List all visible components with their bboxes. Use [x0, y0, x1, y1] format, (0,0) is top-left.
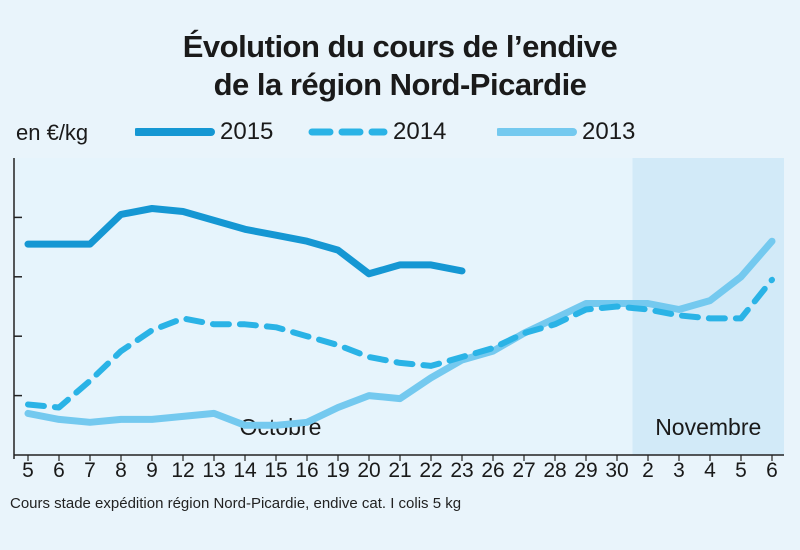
series-line-2014: [25, 276, 775, 411]
x-tick-label: 28: [543, 459, 566, 482]
x-tick-label: 6: [766, 459, 778, 482]
legend-label-2013: 2013: [582, 118, 636, 145]
x-tick-label: 8: [115, 459, 127, 482]
x-tick-label: 3: [673, 459, 685, 482]
title-line-2: de la région Nord-Picardie: [213, 67, 587, 102]
month-label-novembre: Novembre: [655, 414, 761, 440]
legend-entry-2013: 2013: [497, 118, 647, 148]
x-tick-label: 30: [605, 459, 628, 482]
x-tick-label: 4: [704, 459, 716, 482]
series-line-2013: [24, 237, 776, 429]
x-tick-label: 5: [22, 459, 34, 482]
legend-label-2015: 2015: [220, 118, 274, 145]
series-line-2015: [24, 205, 466, 278]
y-unit-label: en €/kg: [16, 120, 89, 145]
x-tick-label: 6: [53, 459, 65, 482]
x-tick-label: 27: [512, 459, 535, 482]
legend-swatch-2015: [135, 128, 215, 136]
x-tick-label: 29: [574, 459, 597, 482]
legend-swatch-2013: [497, 128, 577, 136]
legend-swatch-2014: [308, 128, 388, 136]
x-tick-label: 16: [295, 459, 318, 482]
x-tick-label: 9: [146, 459, 158, 482]
chart-title: Évolution du cours de l’endive de la rég…: [0, 28, 800, 104]
x-tick-label: 14: [233, 459, 257, 482]
legend-entry-2015: 2015: [135, 118, 285, 148]
x-tick-label: 23: [450, 459, 473, 482]
x-tick-label: 13: [202, 459, 225, 482]
x-tick-label: 26: [481, 459, 504, 482]
x-tick-label: 15: [264, 459, 287, 482]
x-tick-label: 7: [84, 459, 96, 482]
x-tick-label: 2: [642, 459, 654, 482]
x-tick-label: 22: [419, 459, 442, 482]
legend-label-2014: 2014: [393, 118, 447, 145]
x-tick-label: 20: [357, 459, 380, 482]
x-tick-label: 5: [735, 459, 747, 482]
legend-entry-2014: 2014: [308, 118, 458, 148]
x-tick-label: 21: [388, 459, 411, 482]
footnote: Cours stade expédition région Nord-Picar…: [10, 495, 462, 512]
x-tick-label: 12: [171, 459, 194, 482]
title-line-1: Évolution du cours de l’endive: [182, 29, 618, 64]
x-tick-label: 19: [326, 459, 349, 482]
